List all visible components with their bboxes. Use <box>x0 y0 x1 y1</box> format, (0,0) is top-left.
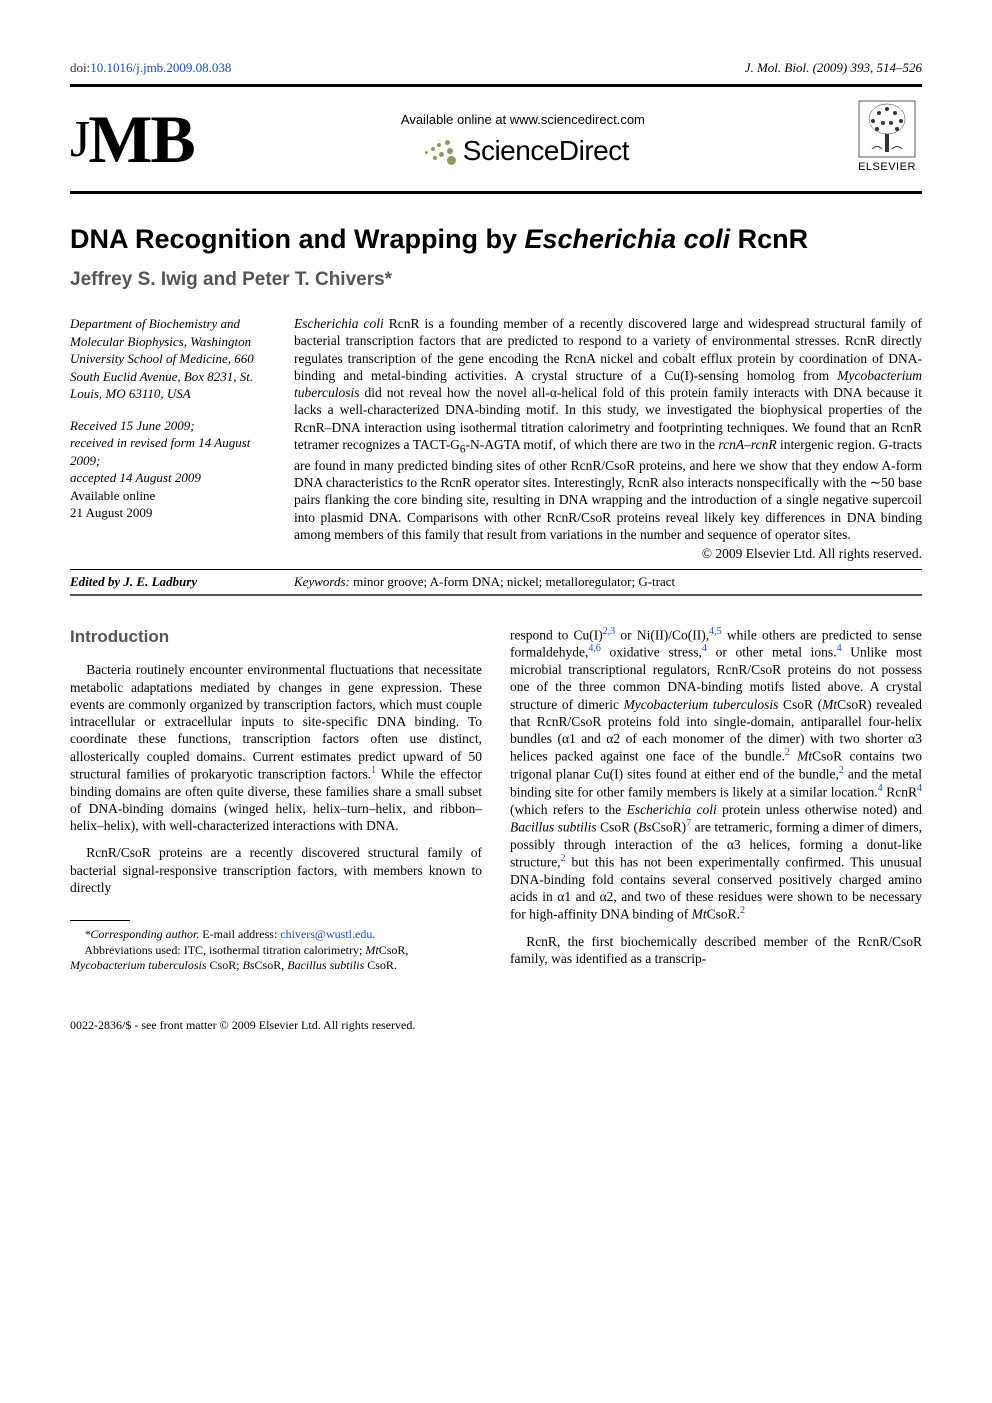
ref-2d[interactable]: 2 <box>740 905 745 916</box>
abbr-t5: CsoR. <box>364 958 397 972</box>
keywords-text: minor groove; A-form DNA; nickel; metall… <box>350 574 675 589</box>
abstract-f: -N-AGTA motif, of which there are two in… <box>466 437 719 452</box>
p3y: Mt <box>692 907 707 922</box>
title-pre: DNA Recognition and Wrapping by <box>70 224 525 254</box>
date-online-label: Available online <box>70 487 270 505</box>
intro-p4: RcnR, the first biochemically described … <box>510 933 922 968</box>
elsevier-label: ELSEVIER <box>858 161 916 173</box>
article-title: DNA Recognition and Wrapping by Escheric… <box>70 224 922 255</box>
jmb-logo: JMB <box>70 100 194 179</box>
abbreviations-footnote: Abbreviations used: ITC, isothermal titr… <box>70 943 482 974</box>
doi-prefix: doi: <box>70 60 90 75</box>
p3i: Mt <box>822 697 837 712</box>
date-online-value: 21 August 2009 <box>70 504 270 522</box>
editor-line: Edited by J. E. Ladbury <box>70 574 270 590</box>
affiliation: Department of Biochemistry and Molecular… <box>70 315 270 403</box>
abbr-i1: Mt <box>365 943 378 957</box>
corr-label: *Corresponding author. <box>84 927 199 941</box>
abbr-t3: CsoR; <box>207 958 243 972</box>
intro-p3: respond to Cu(I)2,3 or Ni(II)/Co(II),4,5… <box>510 626 922 924</box>
elsevier-tree-icon <box>857 99 917 159</box>
abbr-i3: Bs <box>243 958 255 972</box>
title-italic: Escherichia coli <box>525 224 731 254</box>
ref-2-3[interactable]: 2,3 <box>603 626 616 637</box>
footnote-rule <box>70 920 130 921</box>
meta-abstract-block: Department of Biochemistry and Molecular… <box>70 315 922 563</box>
keywords-label: Keywords: <box>294 574 350 589</box>
title-post: RcnR <box>730 224 808 254</box>
available-online-text: Available online at www.sciencedirect.co… <box>194 112 852 127</box>
abstract-column: Escherichia coli RcnR is a founding memb… <box>294 315 922 563</box>
abbr-t4: CsoR, <box>255 958 288 972</box>
doi-link[interactable]: 10.1016/j.jmb.2009.08.038 <box>90 60 231 75</box>
p3z: CsoR. <box>707 907 740 922</box>
ref-4-5[interactable]: 4,5 <box>709 626 722 637</box>
header-center: Available online at www.sciencedirect.co… <box>194 112 852 167</box>
abstract-copyright: © 2009 Elsevier Ltd. All rights reserved… <box>294 545 922 562</box>
abstract-h: intergenic region. G-tracts are found in… <box>294 437 922 542</box>
p3a: respond to Cu(I) <box>510 627 603 642</box>
keywords-line: Keywords: minor groove; A-form DNA; nick… <box>294 574 922 590</box>
jmb-logo-mb: MB <box>88 101 194 177</box>
p3u: Bs <box>638 819 652 834</box>
divider-top <box>70 569 922 570</box>
sciencedirect-wordmark: ScienceDirect <box>463 135 629 167</box>
abstract-g: rcnA–rcnR <box>718 437 776 452</box>
abbr-t2: CsoR, <box>379 943 409 957</box>
p3v: CsoR) <box>652 819 687 834</box>
corresponding-author-footnote: *Corresponding author. E-mail address: c… <box>70 927 482 943</box>
p3t: CsoR ( <box>597 819 638 834</box>
ref-4d[interactable]: 4 <box>917 783 922 794</box>
p3o: RcnR <box>883 784 917 799</box>
abbr-i2: Mycobacterium tuberculosis <box>70 958 207 972</box>
p3s: Bacillus subtilis <box>510 819 597 834</box>
sciencedirect-row: ScienceDirect <box>194 135 852 167</box>
elsevier-logo: ELSEVIER <box>852 99 922 179</box>
abstract-a: Escherichia coli <box>294 316 384 331</box>
doi-journal-row: doi:10.1016/j.jmb.2009.08.038 J. Mol. Bi… <box>70 60 922 76</box>
p3q: Escherichia coli <box>627 802 717 817</box>
corr-text: E-mail address: <box>199 927 280 941</box>
body-left-column: Introduction Bacteria routinely encounte… <box>70 626 482 978</box>
article-dates: Received 15 June 2009; received in revis… <box>70 417 270 522</box>
date-revised: received in revised form 14 August 2009; <box>70 434 270 469</box>
p3p: (which refers to the <box>510 802 627 817</box>
body-right-column: respond to Cu(I)2,3 or Ni(II)/Co(II),4,5… <box>510 626 922 978</box>
p3g: Mycobacterium tuberculosis <box>624 697 779 712</box>
editor-keywords-row: Edited by J. E. Ladbury Keywords: minor … <box>70 574 922 590</box>
page-footer: 0022-2836/$ - see front matter © 2009 El… <box>70 1018 922 1033</box>
ref-4-6[interactable]: 4,6 <box>588 643 601 654</box>
doi-block: doi:10.1016/j.jmb.2009.08.038 <box>70 60 231 76</box>
abbr-label: Abbreviations used: <box>84 943 183 957</box>
intro-p1a: Bacteria routinely encounter environment… <box>70 662 482 781</box>
p3e: or other metal ions. <box>707 645 837 660</box>
intro-heading: Introduction <box>70 626 482 648</box>
journal-header-band: JMB Available online at www.sciencedirec… <box>70 84 922 194</box>
p3rr: protein unless otherwise noted) and <box>717 802 922 817</box>
abbr-i4: Bacillus subtilis <box>287 958 364 972</box>
date-accepted: accepted 14 August 2009 <box>70 469 270 487</box>
body-two-column: Introduction Bacteria routinely encounte… <box>70 626 922 978</box>
meta-column: Department of Biochemistry and Molecular… <box>70 315 270 563</box>
p3l: Mt <box>797 749 812 764</box>
p3b: or Ni(II)/Co(II), <box>615 627 709 642</box>
abstract-b: RcnR is a founding member of a recently … <box>294 316 922 383</box>
intro-p2: RcnR/CsoR proteins are a recently discov… <box>70 844 482 896</box>
jmb-logo-j: J <box>70 111 88 168</box>
divider-thick <box>70 594 922 596</box>
sciencedirect-dots-icon <box>417 138 457 164</box>
journal-reference: J. Mol. Biol. (2009) 393, 514–526 <box>745 60 922 76</box>
intro-p1: Bacteria routinely encounter environment… <box>70 661 482 834</box>
corr-email-link[interactable]: chivers@wustl.edu <box>280 927 372 941</box>
p3d: oxidative stress, <box>601 645 702 660</box>
authors-line: Jeffrey S. Iwig and Peter T. Chivers* <box>70 269 922 291</box>
abbr-t1: ITC, isothermal titration calorimetry; <box>184 943 366 957</box>
date-received: Received 15 June 2009; <box>70 417 270 435</box>
p3h: CsoR ( <box>778 697 822 712</box>
